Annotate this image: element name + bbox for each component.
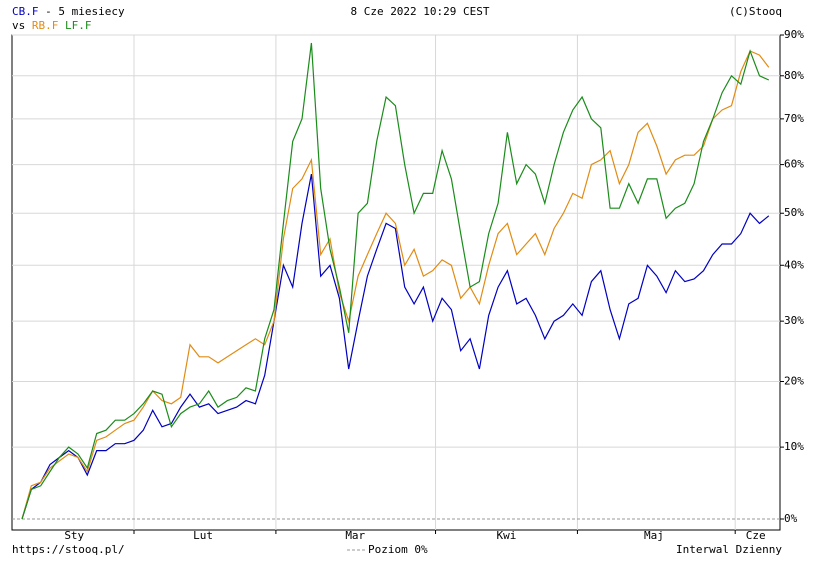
y-tick-label: 10% — [784, 440, 804, 453]
series-name: RB.F — [32, 19, 59, 32]
y-tick-label: 70% — [784, 112, 804, 125]
zero-line-label: Poziom 0% — [368, 543, 428, 556]
x-tick-label: Maj — [644, 529, 664, 542]
x-tick-label: Lut — [193, 529, 213, 542]
y-tick-label: 0% — [784, 512, 798, 525]
y-tick-label: 30% — [784, 314, 804, 327]
series-line — [21, 50, 770, 520]
series-name: CB.F — [12, 5, 39, 18]
series-line — [21, 173, 770, 520]
y-tick-label: 40% — [784, 258, 804, 271]
timestamp: 8 Cze 2022 10:29 CEST — [350, 5, 489, 18]
y-tick-label: 50% — [784, 206, 804, 219]
y-tick-label: 20% — [784, 375, 804, 388]
header-left: CB.F - 5 miesiecy — [12, 5, 125, 18]
y-tick-label: 90% — [784, 28, 804, 41]
header-compare: vs RB.F LF.F — [12, 19, 92, 32]
source: https://stooq.pl/ — [12, 543, 125, 556]
series-name: LF.F — [65, 19, 92, 32]
series-line — [21, 42, 770, 520]
x-tick-label: Kwi — [497, 529, 517, 542]
compare-label: vs — [12, 19, 25, 32]
copyright: (C)Stooq — [729, 5, 782, 18]
y-tick-label: 80% — [784, 69, 804, 82]
x-tick-label: Mar — [345, 529, 365, 542]
interval: Interwal Dzienny — [676, 543, 782, 556]
y-tick-label: 60% — [784, 158, 804, 171]
period: - 5 miesiecy — [45, 5, 125, 18]
x-tick-label: Sty — [64, 529, 84, 542]
x-tick-label: Cze — [746, 529, 766, 542]
